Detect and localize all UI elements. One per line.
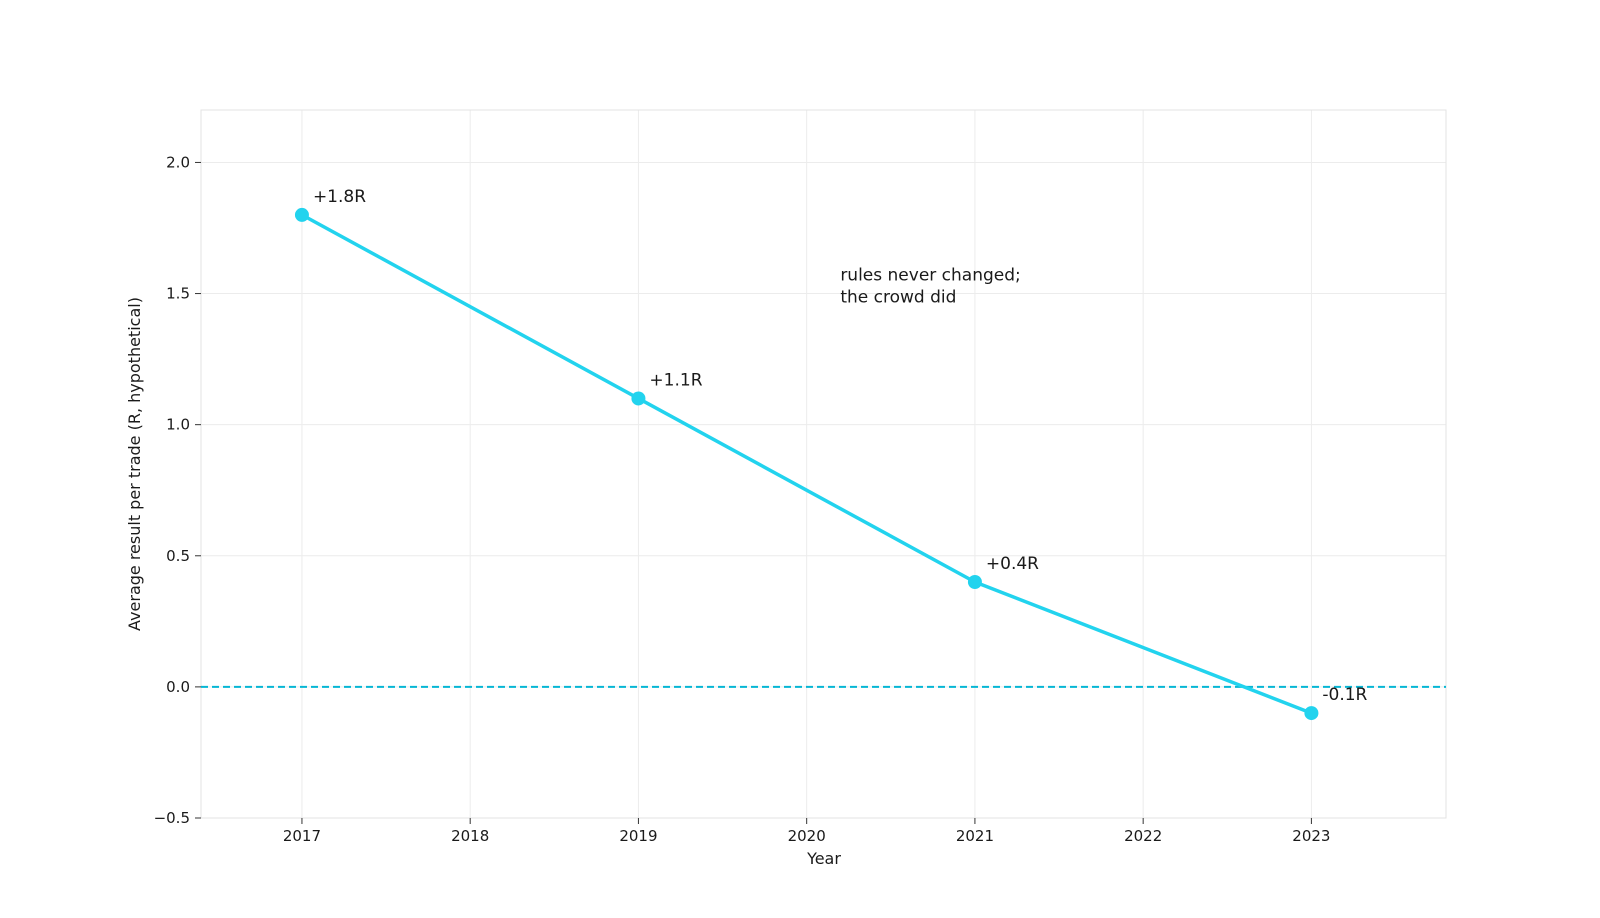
data-point — [1304, 706, 1319, 721]
data-label: +0.4R — [986, 554, 1039, 574]
data-point — [294, 207, 309, 222]
plot-frame — [200, 109, 1447, 819]
data-point — [967, 575, 982, 589]
data-label: +1.8R — [313, 187, 366, 207]
x-tick-label: 2018 — [451, 827, 489, 845]
data-point — [631, 391, 646, 406]
axis-ticks: 2017 2018 2019 2020 2021 2022 2023 −0.5 0.0 0.5 1.… — [154, 153, 1331, 845]
grid — [201, 110, 1446, 819]
y-tick-label: −0.5 — [154, 809, 190, 827]
x-tick-label: 2017 — [283, 827, 321, 845]
data-label: +1.1R — [649, 370, 702, 390]
y-tick-label: 1.5 — [166, 285, 190, 303]
series-line — [300, 213, 1314, 715]
series-polyline — [300, 213, 1314, 715]
data-points — [294, 207, 1319, 721]
x-tick-label: 2021 — [956, 827, 994, 845]
data-label: -0.1R — [1322, 685, 1367, 705]
y-tick-label: 0.5 — [166, 547, 190, 565]
x-tick-label: 2019 — [619, 827, 657, 845]
annotation-line: the crowd did — [840, 287, 956, 307]
plot-area-border — [200, 109, 1447, 819]
x-tick-label: 2022 — [1124, 827, 1162, 845]
x-axis-label: Year — [806, 849, 841, 868]
y-tick-label: 2.0 — [166, 153, 190, 171]
x-tick-label: 2020 — [788, 827, 826, 845]
y-tick-label: 1.0 — [166, 416, 190, 434]
data-labels: +1.8R +1.1R +0.4R -0.1R — [313, 187, 1368, 705]
annotation-line: rules never changed; — [840, 265, 1020, 285]
x-tick-label: 2023 — [1292, 827, 1330, 845]
y-axis-label: Average result per trade (R, hypothetica… — [125, 297, 144, 631]
y-tick-label: 0.0 — [166, 678, 190, 696]
annotation-text: rules never changed; the crowd did — [840, 265, 1020, 307]
